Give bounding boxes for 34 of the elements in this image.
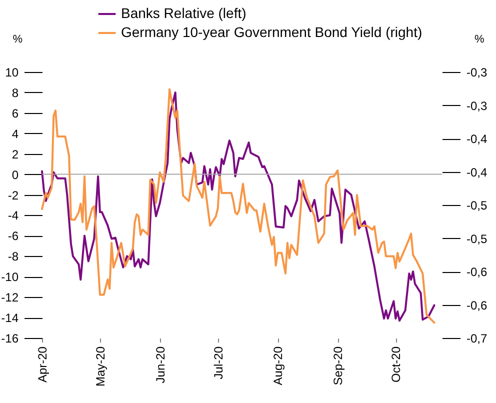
- y2-tick-label: -0,6: [466, 265, 488, 279]
- y-tick-label: -8: [8, 250, 19, 264]
- x-tick-label: Sep-20: [331, 346, 346, 386]
- y-tick-label: -16: [1, 332, 19, 346]
- y2-tick-label: -0,4: [466, 165, 488, 180]
- y2-tick-label: -0,6: [466, 298, 488, 312]
- x-tick-label: Apr-20: [36, 346, 50, 383]
- legend-label: Germany 10-year Government Bond Yield (right): [121, 24, 422, 40]
- x-tick-label: Oct-20: [389, 346, 404, 383]
- y2-tick-label: -0,5: [466, 232, 488, 246]
- y-tick-label: -6: [8, 229, 19, 244]
- y-tick-label: -14: [1, 311, 19, 326]
- y-tick-label: -2: [8, 188, 19, 202]
- x-tick-label: May-20: [93, 346, 108, 387]
- y-tick-label: 4: [12, 126, 19, 141]
- y2-tick-label: -0,3: [466, 98, 488, 113]
- y-tick-label: 2: [12, 147, 19, 162]
- y-axis-title: %: [12, 34, 23, 46]
- x-tick-label: Aug-20: [271, 346, 286, 386]
- y-tick-label: -12: [1, 290, 19, 305]
- y2-tick-label: -0,4: [466, 132, 488, 146]
- y2-tick-label: -0,5: [466, 198, 488, 212]
- x-tick-label: Jul-20: [211, 346, 226, 380]
- y-tick-label: 6: [12, 106, 19, 120]
- y2-tick-label: -0,7: [466, 332, 488, 346]
- legend-label: Banks Relative (left): [121, 5, 246, 21]
- x-tick-label: Jun-20: [153, 346, 168, 384]
- y2-tick-label: -0,3: [466, 66, 488, 80]
- y-tick-label: -4: [8, 208, 19, 223]
- y-tick-label: 0: [12, 168, 19, 182]
- y-tick-label: -10: [1, 270, 19, 284]
- y-tick-label: 8: [12, 86, 19, 100]
- y-tick-label: 10: [5, 66, 19, 80]
- y2-axis-title: %: [474, 34, 484, 46]
